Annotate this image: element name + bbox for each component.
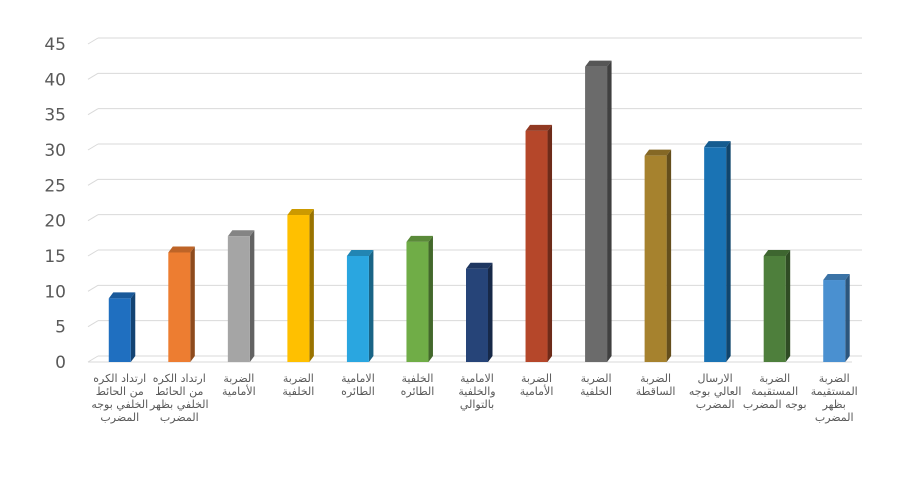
bar-side xyxy=(190,246,195,362)
bar-top xyxy=(227,230,255,237)
bar-front xyxy=(644,155,667,362)
bar-front xyxy=(406,241,429,362)
bar-side xyxy=(428,235,433,362)
x-tick-label: الضربة الساقطة xyxy=(635,372,676,398)
bar-front xyxy=(108,298,131,362)
gridline-diag xyxy=(87,108,99,116)
bar-front xyxy=(704,147,727,362)
bar-side xyxy=(368,250,374,362)
bar xyxy=(168,246,195,362)
bar xyxy=(406,235,433,362)
bar xyxy=(525,124,553,362)
bar-side xyxy=(845,274,850,362)
bar-side xyxy=(607,60,612,362)
bar-top xyxy=(763,250,791,256)
y-tick-label: 0 xyxy=(55,353,66,373)
bar xyxy=(644,149,672,362)
gridline-diag xyxy=(87,72,99,80)
bar-front xyxy=(585,66,608,362)
y-axis-ticks: 0 5 10 15 20 25 30 35 40 45 xyxy=(44,35,66,373)
y-tick-label: 25 xyxy=(44,176,66,196)
bar-front xyxy=(168,252,191,362)
bar xyxy=(108,292,136,362)
bar-front xyxy=(287,215,310,362)
bar-front xyxy=(227,236,250,362)
bar-front xyxy=(823,280,846,362)
bar-top xyxy=(644,149,672,156)
bar-front xyxy=(466,268,488,362)
bar-side xyxy=(130,292,136,362)
x-tick-label: الضربة الأمامية xyxy=(519,372,554,398)
gridline-diag xyxy=(87,37,99,45)
x-tick-label: الخلفية الطائره xyxy=(400,372,435,398)
x-tick-label: الضربة الأمامية xyxy=(222,372,256,398)
y-tick-label: 5 xyxy=(55,318,66,338)
bar xyxy=(763,250,791,362)
gridline-diag xyxy=(87,284,99,292)
bar-top xyxy=(704,141,731,148)
x-tick-label: الضربة المستقيمة بوجه المضرب xyxy=(742,372,807,411)
bar xyxy=(585,60,612,362)
y-tick-label: 20 xyxy=(44,212,66,232)
x-tick-label: الضربة الخلفية xyxy=(580,372,613,398)
gridline-diag xyxy=(87,178,99,186)
bar xyxy=(227,230,255,362)
bar xyxy=(466,262,493,362)
bar-top xyxy=(346,250,374,256)
x-tick-label: الامامية الطائره xyxy=(341,372,375,398)
x-tick-label: الامامية والخلفية بالتوالي xyxy=(458,372,496,411)
bar-side xyxy=(249,230,255,362)
bar-top xyxy=(168,246,195,253)
gridline-diag xyxy=(87,355,99,363)
bar-side xyxy=(726,141,731,362)
x-tick-label: ارتداد الكره من الحائط الخلفي بوجه المضر… xyxy=(91,372,149,424)
x-tick-label: الضربة المستقيمة بظهر المضرب xyxy=(810,372,858,424)
gridline-diag xyxy=(87,214,99,222)
x-tick-label: الضربة الخلفية xyxy=(282,372,315,398)
x-tick-label: ارتداد الكره من الحائط الخلفي بظهر المضر… xyxy=(149,372,209,424)
y-tick-label: 30 xyxy=(44,141,66,161)
bar-top xyxy=(823,274,850,281)
bar-side xyxy=(666,149,672,362)
gridline-diag xyxy=(87,249,99,257)
bar-front xyxy=(346,256,369,362)
bar xyxy=(287,209,314,362)
bar-front xyxy=(525,130,548,362)
bar-front xyxy=(763,256,786,362)
bar-side xyxy=(785,250,791,362)
y-tick-label: 45 xyxy=(44,35,66,55)
bar-side xyxy=(547,124,553,362)
bar xyxy=(346,250,374,362)
gridline-diag xyxy=(87,320,99,328)
bar xyxy=(823,274,850,362)
y-tick-label: 15 xyxy=(44,247,66,267)
bars xyxy=(108,60,850,362)
bar-top xyxy=(466,262,493,269)
bar-top xyxy=(287,209,314,216)
bar-side xyxy=(309,209,314,362)
bar-top xyxy=(108,292,136,299)
bar xyxy=(704,141,731,362)
bar-side xyxy=(488,262,493,362)
x-tick-label: الارسال العالي بوجه المضرب xyxy=(688,372,742,411)
y-tick-label: 35 xyxy=(44,106,66,126)
y-tick-label: 40 xyxy=(44,70,66,90)
bar-top xyxy=(525,124,553,131)
bar-top xyxy=(406,235,433,242)
y-tick-label: 10 xyxy=(44,282,66,302)
gridline-diag xyxy=(87,143,99,151)
bar-top xyxy=(585,60,612,67)
